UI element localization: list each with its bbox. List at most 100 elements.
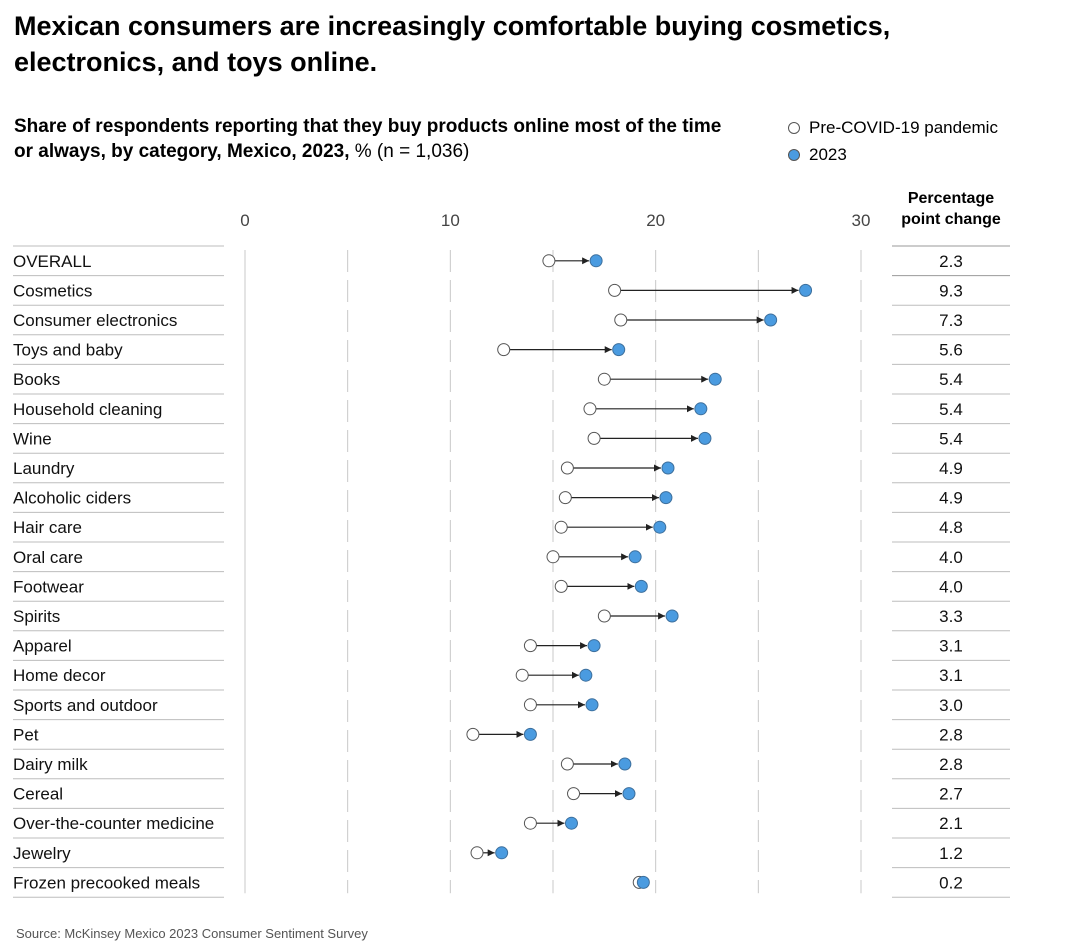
pre-covid-point — [614, 313, 628, 327]
pp-change-value: 4.8 — [939, 518, 963, 537]
point-2023 — [612, 343, 626, 357]
category-label: Alcoholic ciders — [13, 489, 131, 508]
pp-change-value: 2.7 — [939, 785, 963, 804]
pp-change-value: 4.0 — [939, 548, 963, 567]
pp-change-value: 2.8 — [939, 725, 963, 744]
pre-covid-point — [597, 609, 611, 623]
pp-change-value: 2.8 — [939, 755, 963, 774]
point-2023 — [661, 461, 675, 475]
pre-covid-point — [523, 639, 537, 653]
point-2023 — [564, 816, 578, 830]
legend: Pre-COVID-19 pandemic 2023 — [788, 114, 998, 168]
point-2023 — [636, 875, 650, 889]
category-label: OVERALL — [13, 252, 91, 271]
chart-rows: OVERALL 2.3 Cosmetics 9.3 Consumer electroni… — [13, 245, 1010, 898]
chart-row: Sports and outdoor 3.0 — [13, 696, 1010, 721]
category-label: Consumer electronics — [13, 311, 177, 330]
pp-change-header: Percentage point change — [901, 190, 1001, 228]
legend-item-post: 2023 — [788, 141, 998, 168]
category-label: Apparel — [13, 637, 72, 656]
category-label: Home decor — [13, 666, 106, 685]
point-2023 — [708, 372, 722, 386]
point-2023 — [585, 698, 599, 712]
chart-row: Cosmetics 9.3 — [13, 281, 1010, 306]
x-tick-label-0: 0 — [240, 211, 249, 230]
pre-covid-point — [523, 698, 537, 712]
chart-row: Footwear 4.0 — [13, 577, 1010, 602]
legend-marker-post-icon — [788, 148, 800, 161]
category-label: Household cleaning — [13, 400, 162, 419]
legend-label-post: 2023 — [809, 144, 847, 164]
pp-change-value: 5.4 — [939, 400, 963, 419]
pp-change-value: 4.9 — [939, 459, 963, 478]
pre-covid-point — [470, 846, 484, 860]
x-tick-label-10: 10 — [441, 211, 460, 230]
category-label: Hair care — [13, 518, 82, 537]
pre-covid-point — [567, 787, 581, 801]
chart-row: Home decor 3.1 — [13, 666, 1010, 691]
point-2023 — [665, 609, 679, 623]
category-label: Laundry — [13, 459, 75, 478]
category-label: Wine — [13, 429, 52, 448]
point-2023 — [622, 787, 636, 801]
point-2023 — [618, 757, 632, 771]
category-label: Frozen precooked meals — [13, 873, 200, 892]
category-label: Footwear — [13, 577, 84, 596]
pp-change-value: 3.0 — [939, 696, 963, 715]
chart-row: Toys and baby 5.6 — [13, 341, 1010, 365]
category-label: Over-the-counter medicine — [13, 814, 214, 833]
point-2023 — [589, 254, 603, 268]
chart-row: Pet 2.8 — [13, 725, 1010, 750]
category-label: Cereal — [13, 785, 63, 804]
pp-change-value: 5.4 — [939, 429, 963, 448]
pp-change-value: 3.1 — [939, 666, 963, 685]
pp-change-value: 0.2 — [939, 873, 963, 892]
chart-subtitle: Share of respondents reporting that they… — [14, 114, 734, 164]
pp-change-value: 4.0 — [939, 577, 963, 596]
pp-change-value: 3.1 — [939, 637, 963, 656]
pre-covid-point — [597, 372, 611, 386]
legend-label-pre: Pre-COVID-19 pandemic — [809, 117, 998, 137]
pp-change-value: 2.3 — [939, 252, 963, 271]
gridlines — [244, 250, 862, 894]
point-2023 — [495, 846, 509, 860]
x-tick-labels: 0 10 20 30 — [240, 211, 870, 230]
pp-change-value: 5.6 — [939, 341, 963, 360]
pp-change-value: 9.3 — [939, 281, 963, 300]
pre-covid-point — [583, 402, 597, 416]
chart-row: Cereal 2.7 — [13, 785, 1010, 809]
point-2023 — [587, 639, 601, 653]
subtitle-bold: Share of respondents reporting that they… — [14, 116, 722, 162]
source-note: Source: McKinsey Mexico 2023 Consumer Se… — [16, 926, 368, 941]
chart-row: Consumer electronics 7.3 — [13, 311, 1010, 336]
chart-row: Dairy milk 2.8 — [13, 755, 1010, 780]
chart-row: OVERALL 2.3 — [13, 252, 1010, 277]
category-label: Dairy milk — [13, 755, 88, 774]
pre-covid-point — [554, 520, 568, 534]
x-tick-label-30: 30 — [852, 211, 871, 230]
chart-row: Hair care 4.8 — [13, 518, 1010, 543]
pre-covid-point — [466, 727, 480, 741]
point-2023 — [698, 431, 712, 445]
category-label: Sports and outdoor — [13, 696, 158, 715]
pre-covid-point — [523, 816, 537, 830]
chart-row: Alcoholic ciders 4.9 — [13, 489, 1010, 513]
point-2023 — [634, 579, 648, 593]
chart-row: Apparel 3.1 — [13, 637, 1010, 661]
pre-covid-point — [515, 668, 529, 682]
point-2023 — [659, 491, 673, 505]
category-label: Oral care — [13, 548, 83, 567]
chart-row: Frozen precooked meals 0.2 — [13, 873, 1010, 898]
pp-change-value: 5.4 — [939, 370, 963, 389]
category-label: Toys and baby — [13, 341, 123, 360]
chart-title: Mexican consumers are increasingly comfo… — [14, 11, 891, 77]
pre-covid-point — [558, 491, 572, 505]
point-2023 — [799, 283, 813, 297]
chart-row: Household cleaning 5.4 — [13, 400, 1010, 425]
chart-row: Wine 5.4 — [13, 429, 1010, 454]
category-label: Books — [13, 370, 60, 389]
pp-change-value: 1.2 — [939, 844, 963, 863]
chart-row: Books 5.4 — [13, 370, 1010, 395]
point-2023 — [694, 402, 708, 416]
